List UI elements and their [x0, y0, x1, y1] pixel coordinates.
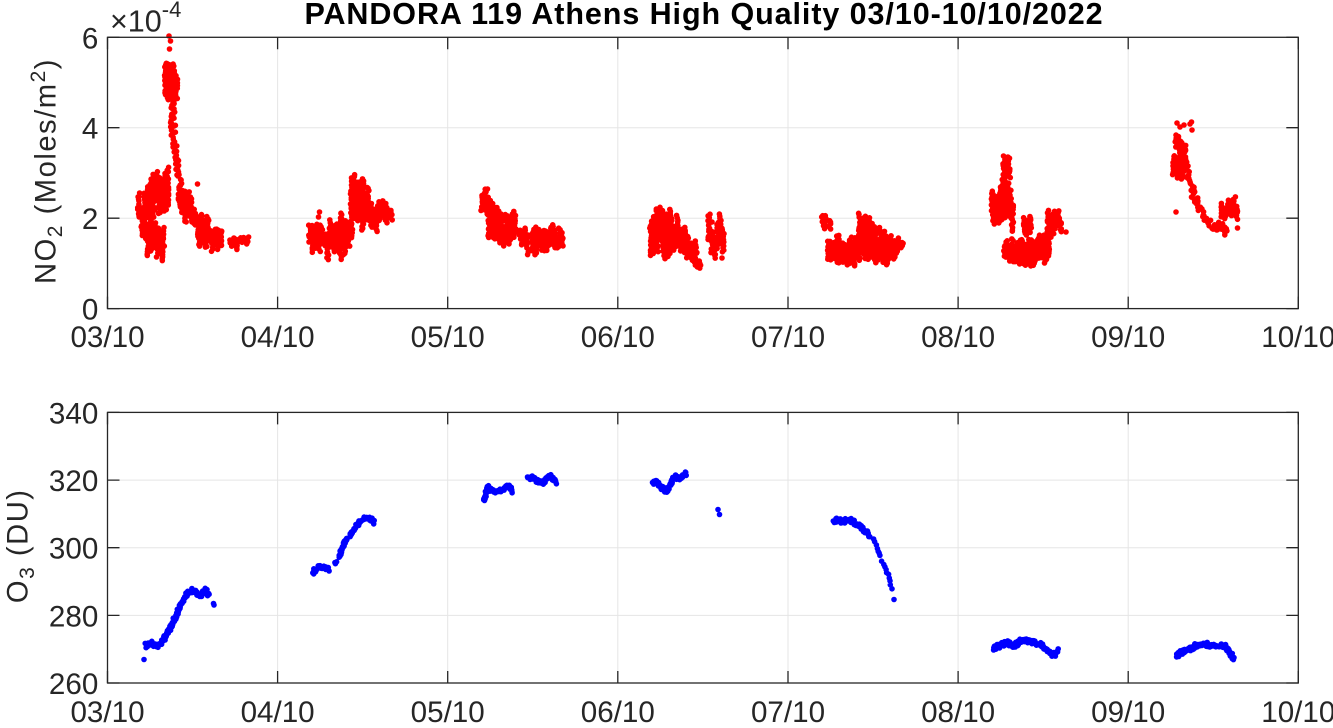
svg-text:09/10: 09/10: [1091, 696, 1165, 723]
svg-text:260: 260: [49, 668, 98, 701]
svg-text:PANDORA 119 Athens High Qualit: PANDORA 119 Athens High Quality 03/10-10…: [304, 0, 1103, 31]
svg-text:10/10: 10/10: [1261, 696, 1333, 723]
svg-text:×10-4: ×10-4: [110, 0, 181, 39]
svg-text:08/10: 08/10: [921, 321, 995, 354]
svg-text:06/10: 06/10: [581, 321, 655, 354]
svg-text:320: 320: [49, 465, 98, 498]
svg-text:09/10: 09/10: [1091, 321, 1165, 354]
svg-text:4: 4: [82, 113, 98, 146]
svg-text:10/10: 10/10: [1261, 321, 1333, 354]
svg-text:03/10: 03/10: [70, 321, 144, 354]
svg-text:6: 6: [82, 22, 98, 55]
svg-text:O3 (DU): O3 (DU): [2, 488, 39, 603]
svg-text:05/10: 05/10: [411, 321, 485, 354]
svg-text:05/10: 05/10: [411, 696, 485, 723]
svg-text:06/10: 06/10: [581, 696, 655, 723]
svg-text:0: 0: [82, 294, 98, 327]
svg-text:340: 340: [49, 397, 98, 430]
svg-text:04/10: 04/10: [241, 696, 315, 723]
svg-text:08/10: 08/10: [921, 696, 995, 723]
svg-text:03/10: 03/10: [70, 696, 144, 723]
svg-text:NO2 (Moles/m2): NO2 (Moles/m2): [27, 58, 67, 284]
svg-text:07/10: 07/10: [751, 321, 825, 354]
svg-text:2: 2: [82, 203, 98, 236]
svg-text:07/10: 07/10: [751, 696, 825, 723]
svg-text:04/10: 04/10: [241, 321, 315, 354]
svg-text:280: 280: [49, 600, 98, 633]
svg-text:300: 300: [49, 533, 98, 566]
